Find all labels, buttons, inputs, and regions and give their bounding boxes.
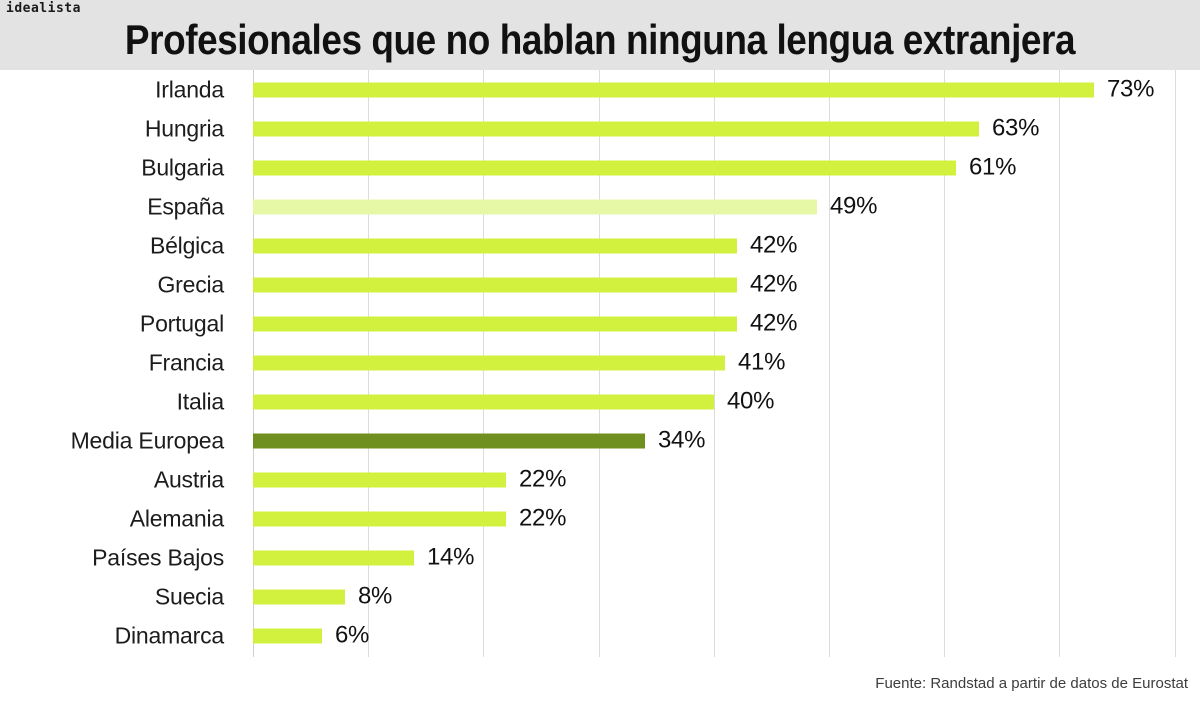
bar[interactable] — [253, 511, 506, 526]
bar[interactable] — [253, 160, 956, 175]
bar[interactable] — [253, 433, 645, 448]
bar-value-label: 22% — [519, 465, 567, 493]
bar-value-label: 22% — [519, 504, 567, 532]
bar-track: 42% — [253, 232, 797, 259]
category-label: Bulgaria — [141, 154, 224, 180]
category-label: Italia — [176, 388, 225, 414]
bar-track: 73% — [253, 76, 1154, 103]
category-label: Hungria — [144, 115, 224, 141]
bar-track: 40% — [253, 388, 774, 415]
category-label: Suecia — [154, 583, 224, 609]
bar[interactable] — [253, 355, 725, 370]
chart-bar-row: Hungria 63% — [0, 109, 1200, 148]
bar-track: 34% — [253, 427, 705, 454]
chart-plot-area: Irlanda 73% Hungria 63% Bulgaria 61% España 49%… — [0, 70, 1200, 702]
chart-bar-row: Irlanda 73% — [0, 70, 1200, 109]
chart-bar-row: Bulgaria 61% — [0, 148, 1200, 187]
bar[interactable] — [253, 589, 345, 604]
bar-value-label: 40% — [727, 387, 775, 415]
chart-bar-row: Bélgica 42% — [0, 226, 1200, 265]
bar[interactable] — [253, 628, 322, 643]
bar-track: 42% — [253, 310, 797, 337]
category-label: Bélgica — [149, 232, 224, 258]
bar-value-label: 41% — [738, 348, 786, 376]
category-label: Irlanda — [155, 76, 224, 102]
category-label: Alemania — [129, 505, 224, 531]
chart-bar-row: Países Bajos 14% — [0, 538, 1200, 577]
chart-bar-row: Portugal 42% — [0, 304, 1200, 343]
bar[interactable] — [253, 550, 414, 565]
bar-value-label: 63% — [992, 114, 1040, 142]
chart-bar-row: Italia 40% — [0, 382, 1200, 421]
bar-value-label: 42% — [750, 231, 798, 259]
bar[interactable] — [253, 121, 979, 136]
chart-header: idealista Profesionales que no hablan ni… — [0, 0, 1200, 70]
idealista-logo: idealista — [6, 1, 81, 16]
category-label: Francia — [148, 349, 224, 375]
bar-track: 61% — [253, 154, 1016, 181]
bar-value-label: 61% — [969, 153, 1017, 181]
bar-track: 8% — [253, 583, 392, 610]
category-label: Austria — [153, 466, 224, 492]
bar-value-label: 34% — [658, 426, 706, 454]
category-label: Portugal — [139, 310, 224, 336]
bar[interactable] — [253, 472, 506, 487]
bar-value-label: 42% — [750, 270, 798, 298]
bar-track: 22% — [253, 466, 566, 493]
chart-bar-rows: Irlanda 73% Hungria 63% Bulgaria 61% España 49%… — [0, 70, 1200, 655]
bar[interactable] — [253, 199, 817, 214]
bar-track: 41% — [253, 349, 785, 376]
chart-bar-row: España 49% — [0, 187, 1200, 226]
bar[interactable] — [253, 277, 737, 292]
category-label: Países Bajos — [92, 544, 224, 570]
page-title: Profesionales que no hablan ninguna leng… — [124, 16, 1076, 63]
chart-bar-row: Francia 41% — [0, 343, 1200, 382]
category-label: Grecia — [157, 271, 224, 297]
bar[interactable] — [253, 238, 737, 253]
bar-value-label: 73% — [1107, 75, 1155, 103]
chart-bar-row: Alemania 22% — [0, 499, 1200, 538]
chart-bar-row: Media Europea 34% — [0, 421, 1200, 460]
bar-value-label: 6% — [335, 621, 370, 649]
bar-value-label: 8% — [358, 582, 393, 610]
bar-value-label: 42% — [750, 309, 798, 337]
bar[interactable] — [253, 394, 714, 409]
bar-value-label: 14% — [427, 543, 475, 571]
bar-track: 6% — [253, 622, 369, 649]
bar-track: 63% — [253, 115, 1039, 142]
bar-track: 22% — [253, 505, 566, 532]
bar-value-label: 49% — [830, 192, 878, 220]
bar-track: 42% — [253, 271, 797, 298]
category-label: España — [147, 193, 224, 219]
category-label: Media Europea — [70, 427, 225, 453]
bar[interactable] — [253, 316, 737, 331]
chart-bar-row: Grecia 42% — [0, 265, 1200, 304]
bar-track: 49% — [253, 193, 877, 220]
chart-bar-row: Suecia 8% — [0, 577, 1200, 616]
bar-track: 14% — [253, 544, 474, 571]
bar[interactable] — [253, 82, 1094, 97]
category-label: Dinamarca — [114, 622, 225, 648]
source-note: Fuente: Randstad a partir de datos de Eu… — [875, 675, 1188, 692]
chart-bar-row: Austria 22% — [0, 460, 1200, 499]
chart-bar-row: Dinamarca 6% — [0, 616, 1200, 655]
